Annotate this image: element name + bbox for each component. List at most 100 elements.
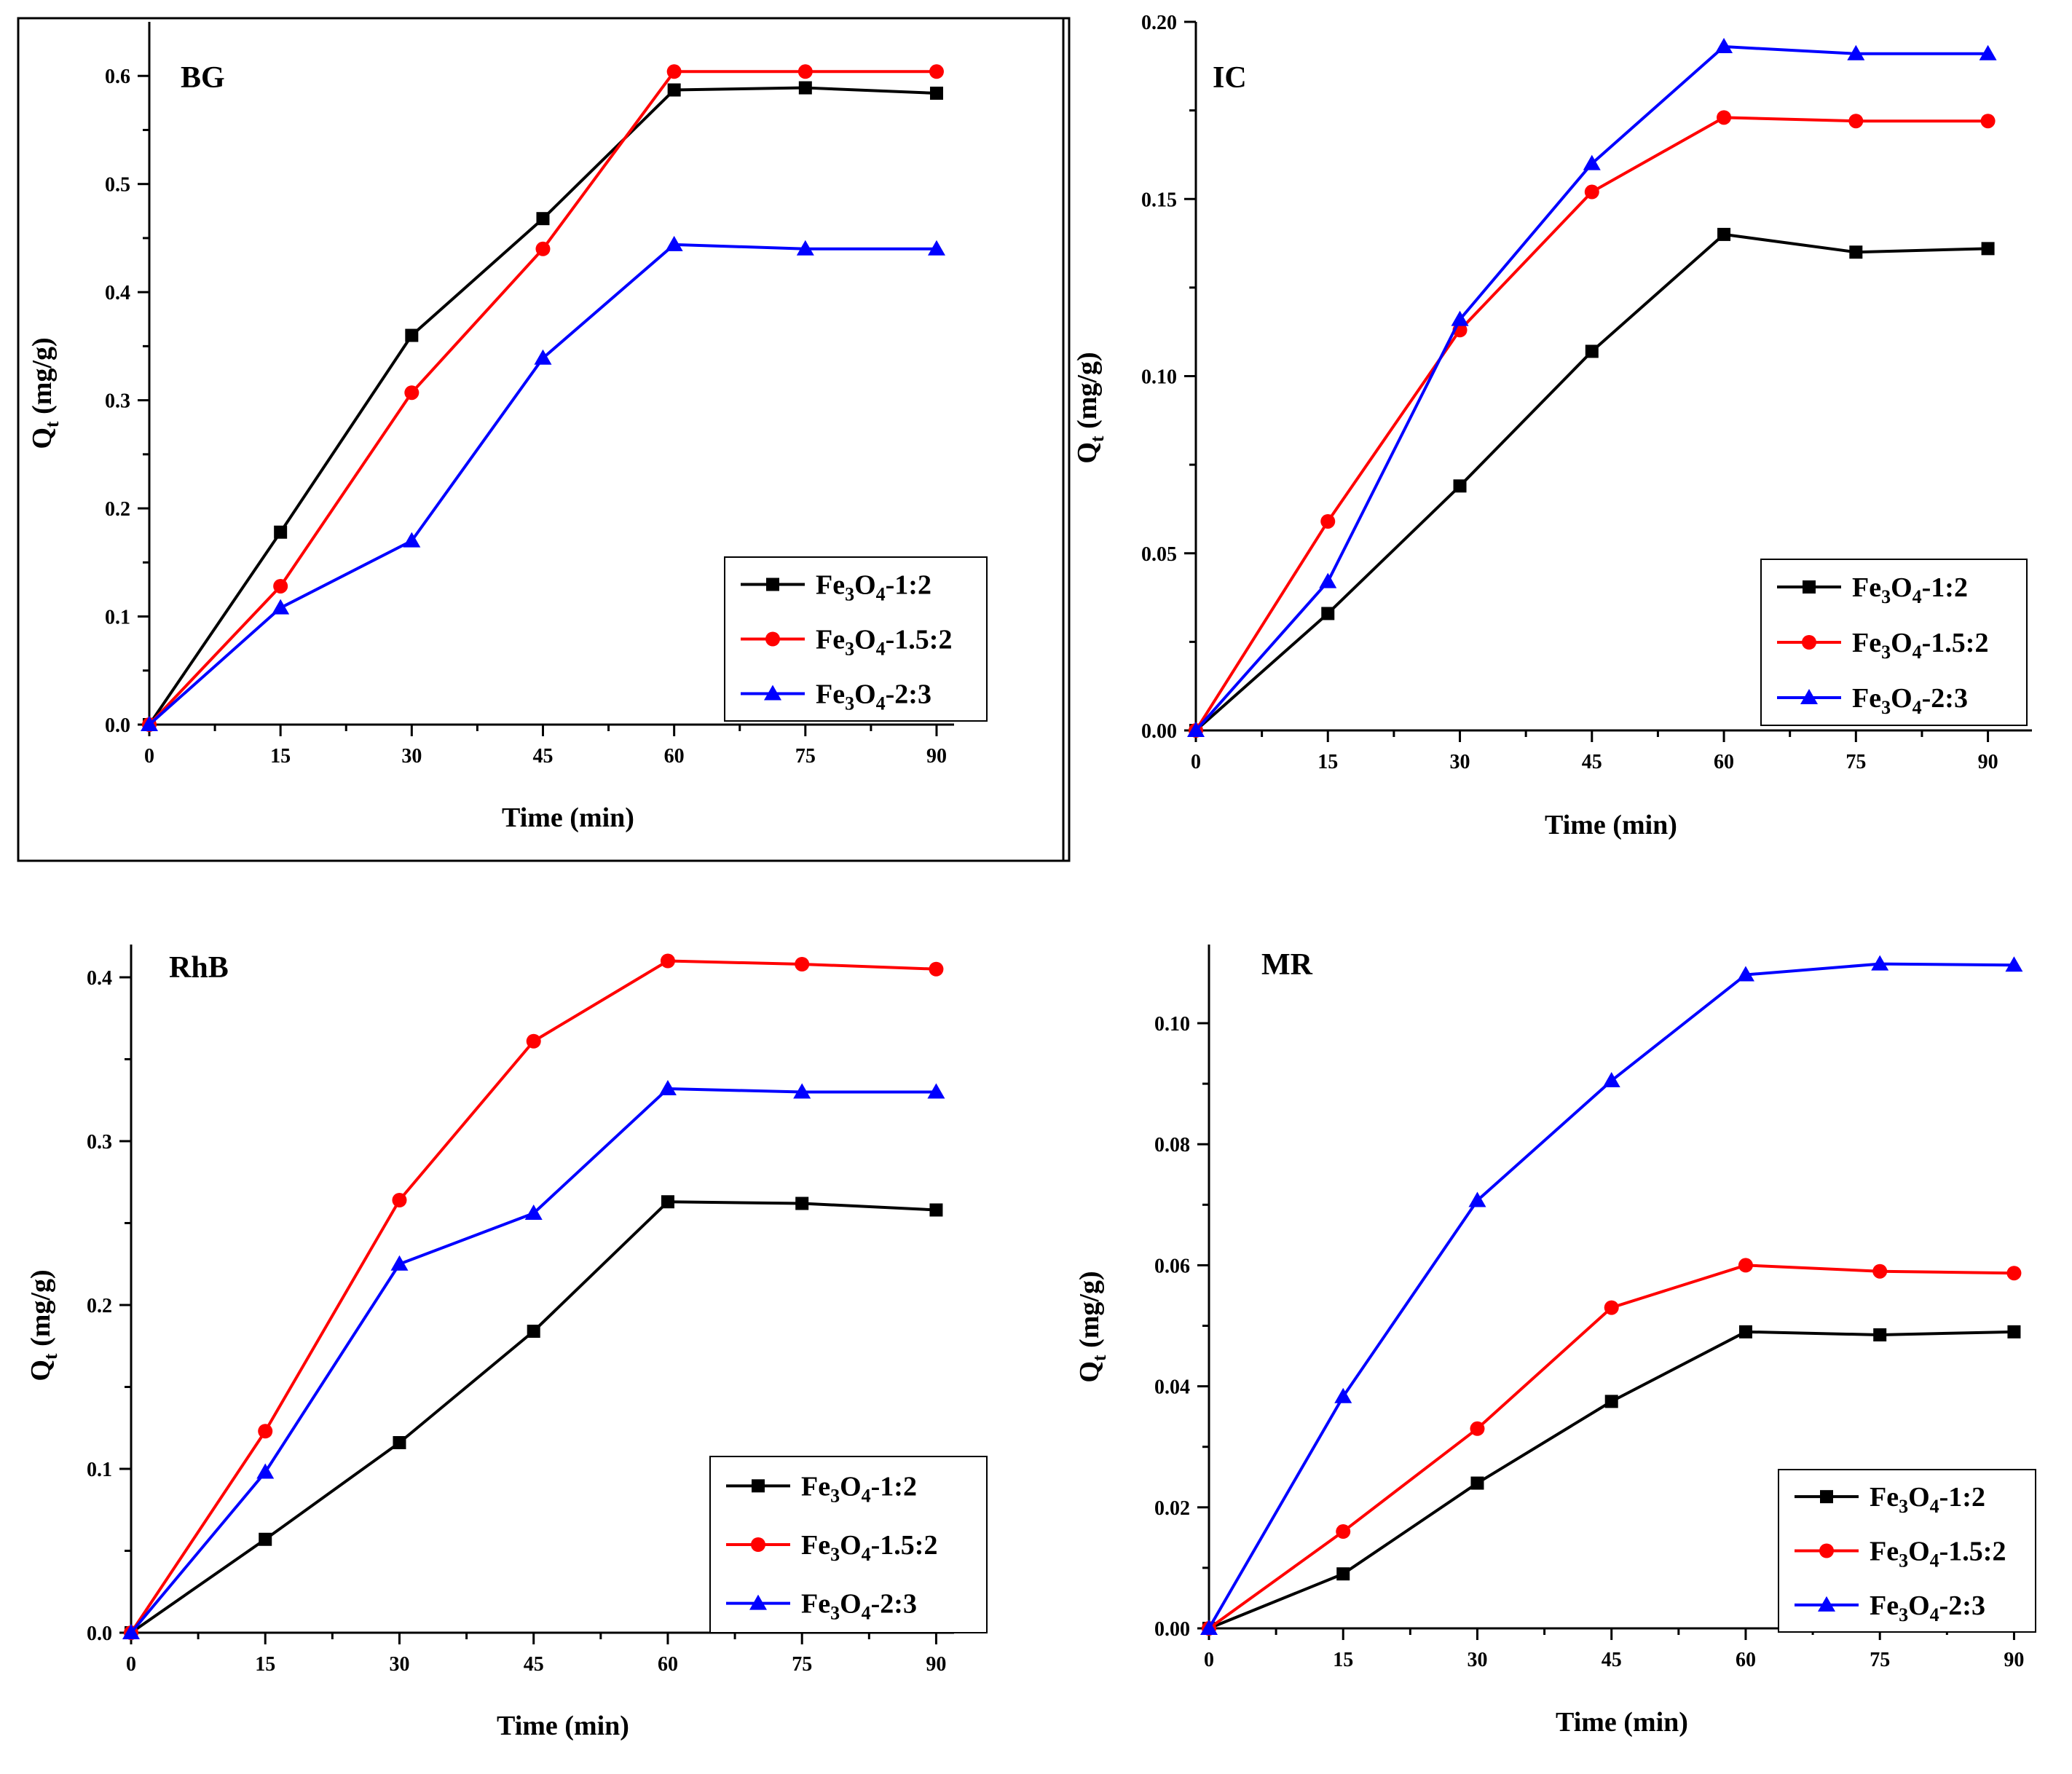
y-tick-label: 0.06 [1154, 1255, 1190, 1277]
data-point [258, 1424, 273, 1439]
data-point [122, 1624, 140, 1639]
legend: Fe3O4-1:2 Fe3O4-1.5:2 Fe3O4-2:3 [709, 1456, 988, 1633]
data-point [1981, 242, 1995, 256]
y-tick-label: 0.3 [87, 1131, 112, 1154]
data-point [393, 1436, 406, 1449]
y-axis-title: Qt (mg/g) [1074, 1271, 1110, 1382]
legend-marker [766, 577, 779, 591]
y-axis-title-main: Q [25, 1360, 56, 1381]
y-axis-title-unit: (mg/g) [27, 337, 58, 421]
x-axis-title: Time (min) [497, 1711, 629, 1741]
legend-marker [752, 1479, 765, 1493]
panel-title: BG [181, 61, 225, 95]
data-point [1585, 344, 1599, 358]
data-point [1736, 966, 1754, 982]
x-tick-label: 15 [270, 745, 291, 768]
y-tick-label: 0.00 [1154, 1618, 1190, 1641]
legend-label: Fe3O4-2:3 [1852, 683, 1968, 718]
legend-label: Fe3O4-1.5:2 [801, 1530, 937, 1565]
data-point [1738, 1325, 1752, 1339]
data-point [1583, 154, 1601, 170]
legend-marker [1803, 580, 1816, 594]
data-point [526, 1033, 541, 1049]
legend-label: Fe3O4-2:3 [1870, 1590, 1985, 1625]
data-point [272, 599, 290, 615]
data-point [929, 64, 944, 79]
data-point [390, 1255, 409, 1271]
y-tick-label: 0.2 [105, 498, 130, 521]
x-tick-label: 60 [664, 745, 685, 768]
y-tick-label: 0.1 [87, 1459, 112, 1481]
y-tick-label: 0.3 [105, 390, 130, 413]
x-tick-label: 15 [1333, 1649, 1353, 1671]
x-tick-label: 60 [1714, 751, 1734, 773]
legend-marker [764, 685, 781, 701]
y-tick-label: 0.6 [105, 66, 130, 88]
series-1 [142, 64, 944, 732]
x-tick-label: 30 [389, 1653, 409, 1676]
data-point [1451, 310, 1469, 326]
x-tick-label: 45 [532, 745, 553, 768]
x-axis-title: Time (min) [502, 803, 634, 833]
data-point [798, 81, 812, 95]
chart-panel-bg: 0 15 30 45 60 75 90 0.0 0.1 0.2 0.3 0.4 0.5 0.6 BG Time… [17, 17, 1071, 862]
series-2 [141, 235, 945, 731]
x-tick-label: 45 [524, 1653, 544, 1676]
legend-label: Fe3O4-1:2 [1870, 1482, 1985, 1517]
legend-marker [1818, 1596, 1835, 1612]
y-tick-label: 0.4 [87, 967, 112, 990]
series-1 [124, 953, 944, 1640]
x-tick-label: 75 [792, 1653, 812, 1676]
data-point [1470, 1421, 1485, 1436]
y-tick-label: 0.15 [1141, 189, 1177, 211]
data-point [658, 1080, 677, 1095]
chart-panel-ic: 0 15 30 45 60 75 90 0.00 0.05 0.10 0.15 0.20 IC Time … [1062, 12, 2032, 862]
data-point [929, 961, 944, 977]
data-point [2007, 1325, 2021, 1339]
chart-panel-mr: 0 15 30 45 60 75 90 0.00 0.02 0.04 0.06 0.08 0.10 MR T… [1074, 945, 2036, 1738]
x-tick-label: 30 [401, 745, 422, 768]
legend-label: Fe3O4-1:2 [1852, 572, 1968, 607]
y-tick-label: 0.08 [1154, 1134, 1190, 1156]
y-axis-title-main: Q [27, 427, 58, 449]
data-point [1872, 1264, 1888, 1279]
data-point [527, 1325, 540, 1338]
x-tick-label: 60 [1736, 1649, 1756, 1671]
y-axis-title: Qt (mg/g) [27, 337, 63, 449]
y-tick-label: 0.0 [87, 1623, 112, 1645]
x-tick-label: 0 [1191, 751, 1201, 773]
data-point [797, 64, 813, 79]
y-axis-title: Qt (mg/g) [25, 1269, 61, 1381]
x-tick-label: 45 [1582, 751, 1602, 773]
data-point [1717, 227, 1731, 241]
legend-marker [1802, 635, 1816, 650]
data-point [1871, 955, 1889, 971]
legend-label: Fe3O4-1:2 [816, 570, 931, 605]
y-axis-title-sub: t [1087, 435, 1108, 442]
data-point [1468, 1191, 1486, 1207]
data-point [273, 578, 288, 594]
data-point [2006, 1266, 2022, 1281]
data-point [1717, 110, 1732, 125]
data-point [535, 241, 551, 256]
data-point [256, 1463, 275, 1479]
y-tick-label: 0.04 [1154, 1376, 1190, 1399]
legend-label: Fe3O4-2:3 [801, 1589, 917, 1624]
x-tick-label: 0 [1204, 1649, 1214, 1671]
x-tick-label: 90 [2004, 1649, 2024, 1671]
legend-marker [751, 1537, 765, 1552]
data-point [1604, 1300, 1619, 1315]
x-tick-label: 15 [255, 1653, 275, 1676]
x-tick-label: 75 [1870, 1649, 1890, 1671]
x-tick-label: 30 [1450, 751, 1470, 773]
data-point [1980, 114, 1996, 129]
legend: Fe3O4-1:2 Fe3O4-1.5:2 Fe3O4-2:3 [724, 556, 988, 722]
data-point [661, 1195, 674, 1209]
panel-frame [1062, 17, 1071, 862]
data-point [141, 716, 158, 731]
y-axis-title: Qt (mg/g) [1072, 352, 1108, 463]
data-point [795, 957, 810, 971]
y-tick-label: 0.0 [105, 714, 130, 737]
data-point [667, 83, 681, 97]
x-tick-label: 90 [926, 1653, 946, 1676]
